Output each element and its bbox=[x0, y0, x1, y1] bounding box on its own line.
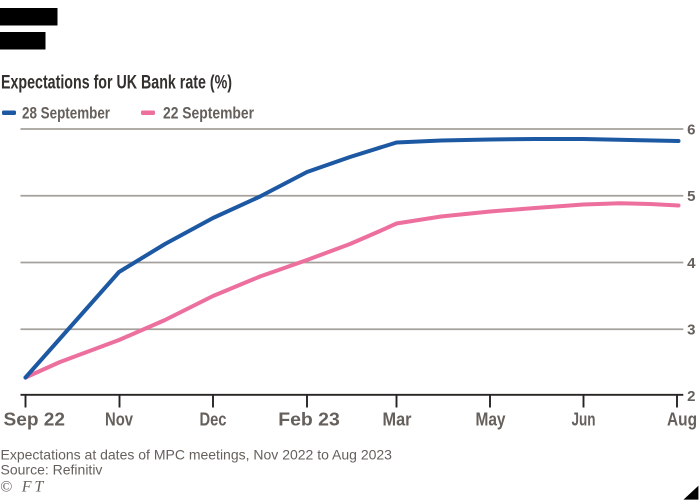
svg-text:4: 4 bbox=[687, 255, 696, 272]
svg-text:Source: Refinitiv: Source: Refinitiv bbox=[1, 462, 103, 478]
svg-text:28 September: 28 September bbox=[22, 105, 110, 123]
svg-text:Dec: Dec bbox=[200, 410, 227, 430]
svg-text:Aug: Aug bbox=[667, 410, 697, 430]
svg-text:Feb 23: Feb 23 bbox=[278, 410, 340, 430]
svg-text:Nov: Nov bbox=[105, 410, 133, 430]
svg-text:May: May bbox=[476, 410, 506, 430]
svg-text:6: 6 bbox=[687, 121, 695, 138]
svg-text:Sep 22: Sep 22 bbox=[4, 410, 66, 430]
svg-text:2: 2 bbox=[687, 388, 695, 405]
svg-text:Mar: Mar bbox=[383, 410, 412, 430]
svg-text:3: 3 bbox=[687, 322, 695, 339]
svg-text:Jun: Jun bbox=[572, 410, 596, 430]
svg-text:22 September: 22 September bbox=[163, 105, 254, 123]
svg-text:5: 5 bbox=[687, 188, 695, 205]
svg-text:Expectations for UK Bank rate: Expectations for UK Bank rate (%) bbox=[1, 72, 232, 94]
svg-text:Expectations at dates of MPC m: Expectations at dates of MPC meetings, N… bbox=[1, 447, 393, 463]
svg-text:© FT: © FT bbox=[0, 479, 46, 496]
